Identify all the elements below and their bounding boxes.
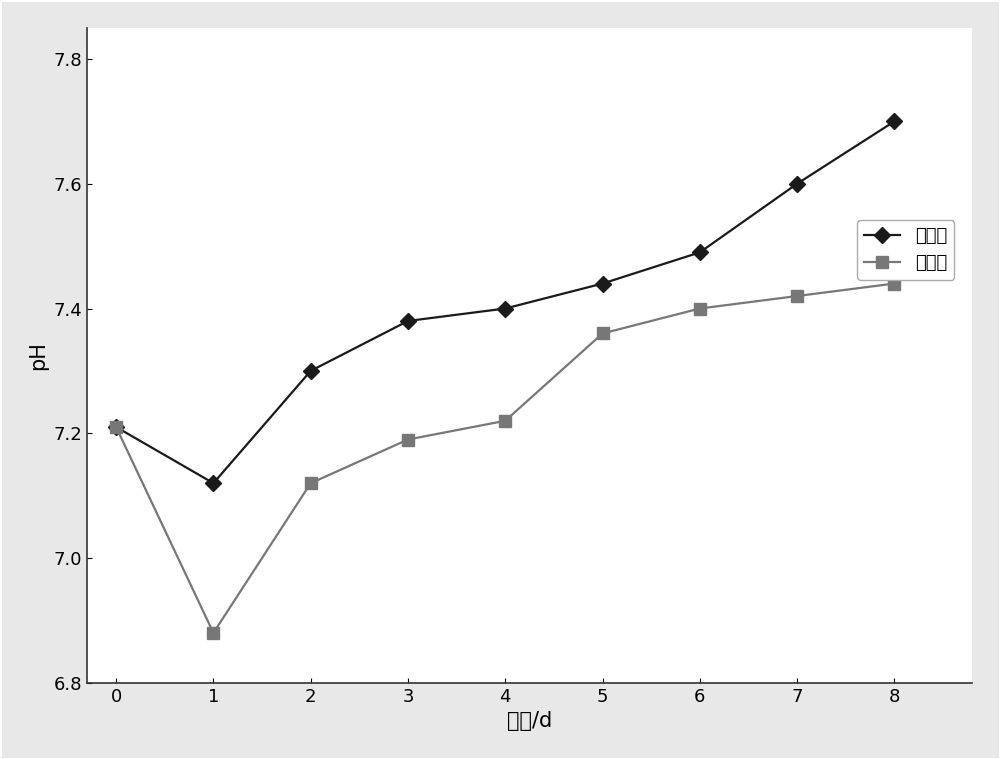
保鲜组 xyxy=(499,416,511,425)
对照组 xyxy=(791,179,803,188)
Legend: 对照组, 保鲜组: 对照组, 保鲜组 xyxy=(857,220,954,279)
保鲜组 xyxy=(110,423,122,432)
保鲜组 xyxy=(402,435,414,444)
对照组 xyxy=(597,279,609,288)
保鲜组 xyxy=(207,628,219,638)
对照组 xyxy=(499,304,511,313)
保鲜组 xyxy=(597,329,609,338)
对照组 xyxy=(694,247,706,257)
对照组 xyxy=(305,367,317,376)
Line: 对照组: 对照组 xyxy=(111,116,900,489)
保鲜组 xyxy=(888,279,900,288)
保鲜组 xyxy=(791,291,803,301)
Line: 保鲜组: 保鲜组 xyxy=(111,278,900,638)
对照组 xyxy=(402,317,414,326)
Y-axis label: pH: pH xyxy=(28,341,48,370)
对照组 xyxy=(207,479,219,488)
对照组 xyxy=(888,117,900,126)
保鲜组 xyxy=(694,304,706,313)
对照组 xyxy=(110,423,122,432)
保鲜组 xyxy=(305,479,317,488)
X-axis label: 时间/d: 时间/d xyxy=(507,711,552,731)
